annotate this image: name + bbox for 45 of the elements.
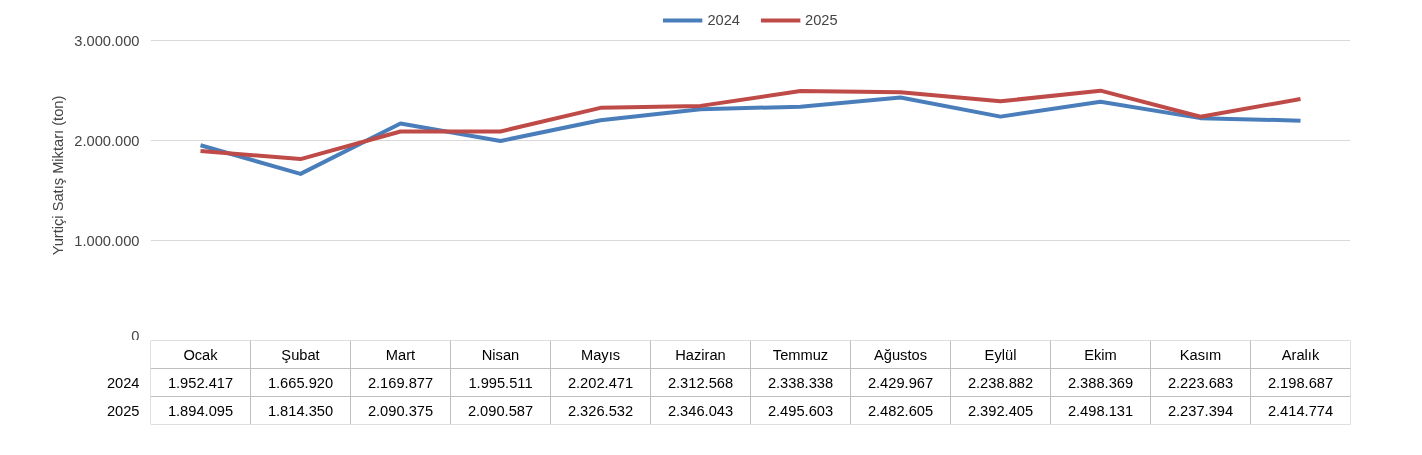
data-label: 2.429.967 bbox=[867, 374, 934, 391]
data-label: 2.198.687 bbox=[1267, 374, 1334, 391]
data-label: 2.238.882 bbox=[967, 374, 1034, 391]
data-label: 2.388.369 bbox=[1067, 374, 1134, 391]
text: 2024 bbox=[106, 374, 140, 391]
data-label: 2.338.338 bbox=[767, 374, 834, 391]
legend-label: 2025 bbox=[805, 12, 838, 28]
y-axis-title: Yurtiçi Satış Miktarı (ton) bbox=[50, 95, 67, 256]
y-tick-label: 3.000.000 bbox=[74, 32, 140, 49]
x-tick-label: Mayıs bbox=[580, 346, 621, 363]
data-label: 2.312.568 bbox=[667, 374, 734, 391]
y-tick-label: 2.000.000 bbox=[74, 132, 140, 149]
data-label: 2.346.043 bbox=[667, 402, 734, 419]
data-label: 2.223.683 bbox=[1167, 374, 1234, 391]
x-tick-label: Ocak bbox=[183, 346, 219, 363]
x-tick-label: Şubat bbox=[281, 346, 320, 363]
x-tick-label: Temmuz bbox=[772, 346, 829, 363]
data-label: 2.495.603 bbox=[767, 402, 834, 419]
data-label: 2.090.375 bbox=[367, 402, 434, 419]
data-label: 2.237.394 bbox=[1167, 402, 1234, 419]
data-label: 2.169.877 bbox=[367, 374, 434, 391]
data-label: 1.814.350 bbox=[267, 402, 334, 419]
x-tick-label: Mart bbox=[385, 346, 416, 363]
data-label: 2.482.605 bbox=[867, 402, 934, 419]
data-label: 1.952.417 bbox=[167, 374, 234, 391]
x-tick-label: Ekim bbox=[1084, 346, 1117, 363]
x-tick-label: Aralık bbox=[1281, 346, 1320, 363]
data-label: 1.894.095 bbox=[167, 402, 234, 419]
legend-label: 2024 bbox=[707, 12, 740, 28]
y-tick-label: 0 bbox=[131, 327, 140, 344]
data-label: 2.498.131 bbox=[1067, 402, 1134, 419]
data-label: 1.665.920 bbox=[267, 374, 334, 391]
x-tick-label: Haziran bbox=[675, 346, 726, 363]
data-label: 2.202.471 bbox=[567, 374, 634, 391]
data-label: 2.326.532 bbox=[567, 402, 634, 419]
x-tick-label: Kasım bbox=[1179, 346, 1222, 363]
y-tick-label: 1.000.000 bbox=[74, 232, 140, 249]
data-label: 2.414.774 bbox=[1267, 402, 1334, 419]
x-tick-label: Eylül bbox=[984, 346, 1017, 363]
x-tick-label: Ağustos bbox=[874, 346, 927, 363]
x-tick-label: Nisan bbox=[481, 346, 520, 363]
data-label: 2.392.405 bbox=[967, 402, 1034, 419]
data-label: 2.090.587 bbox=[467, 402, 534, 419]
data-label: 1.995.511 bbox=[468, 374, 533, 391]
text: 2025 bbox=[106, 402, 140, 419]
